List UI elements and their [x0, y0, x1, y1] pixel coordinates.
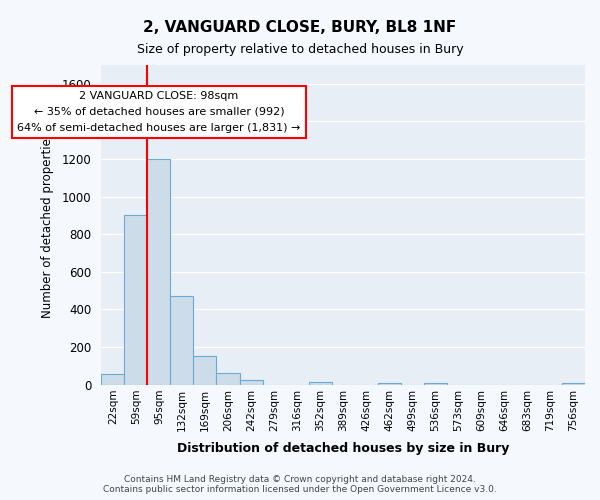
Bar — [124, 216, 148, 384]
Bar — [378, 382, 401, 384]
Text: Contains public sector information licensed under the Open Government Licence v3: Contains public sector information licen… — [103, 485, 497, 494]
Bar — [308, 382, 332, 384]
Bar — [170, 296, 193, 384]
Y-axis label: Number of detached properties: Number of detached properties — [41, 132, 53, 318]
Text: Contains HM Land Registry data © Crown copyright and database right 2024.: Contains HM Land Registry data © Crown c… — [124, 475, 476, 484]
Bar — [562, 382, 585, 384]
Text: Size of property relative to detached houses in Bury: Size of property relative to detached ho… — [137, 42, 463, 56]
Bar — [193, 356, 217, 384]
Bar — [424, 383, 447, 384]
Bar — [148, 159, 170, 384]
Text: 2 VANGUARD CLOSE: 98sqm
← 35% of detached houses are smaller (992)
64% of semi-d: 2 VANGUARD CLOSE: 98sqm ← 35% of detache… — [17, 92, 301, 132]
Bar — [101, 374, 124, 384]
Bar — [239, 380, 263, 384]
X-axis label: Distribution of detached houses by size in Bury: Distribution of detached houses by size … — [177, 442, 509, 455]
Bar — [217, 374, 239, 384]
Text: 2, VANGUARD CLOSE, BURY, BL8 1NF: 2, VANGUARD CLOSE, BURY, BL8 1NF — [143, 20, 457, 35]
